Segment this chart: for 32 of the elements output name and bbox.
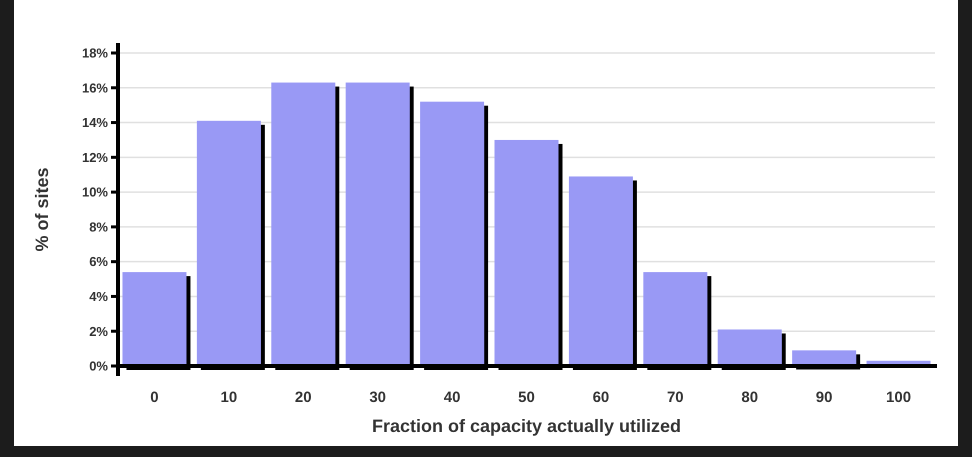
bar — [718, 329, 782, 366]
y-tick-label: 16% — [82, 80, 108, 96]
bar — [494, 140, 558, 366]
x-tick-label: 30 — [369, 389, 386, 406]
y-tick-label: 2% — [89, 324, 108, 339]
x-tick-label: 100 — [886, 389, 912, 406]
bar — [122, 272, 186, 366]
y-tick-label: 8% — [89, 219, 108, 234]
x-tick-label: 80 — [741, 389, 758, 406]
x-tick-label: 20 — [294, 389, 312, 406]
x-tick-label: 10 — [220, 389, 238, 406]
y-tick-label: 18% — [82, 46, 108, 61]
y-tick-label: 4% — [89, 288, 108, 304]
y-tick-label: 12% — [82, 150, 108, 165]
x-tick-label: 40 — [444, 389, 460, 406]
y-tick-label: 14% — [82, 115, 108, 130]
y-tick-label: 10% — [82, 184, 108, 200]
x-tick-label: 90 — [816, 389, 832, 406]
y-tick-label: 6% — [89, 254, 108, 270]
bar — [196, 120, 261, 366]
bar — [346, 82, 410, 366]
bar — [568, 176, 633, 366]
bar — [643, 272, 708, 366]
y-axis-title: % of sites — [32, 167, 52, 252]
x-tick-label: 60 — [592, 389, 610, 406]
y-tick-label: 0% — [89, 358, 108, 374]
x-tick-label: 50 — [518, 389, 535, 406]
bar — [271, 82, 336, 366]
x-tick-label: 0 — [150, 389, 159, 406]
x-tick-label: 70 — [666, 389, 684, 406]
x-axis-title: Fraction of capacity actually utilized — [372, 416, 682, 436]
bar — [420, 102, 484, 366]
